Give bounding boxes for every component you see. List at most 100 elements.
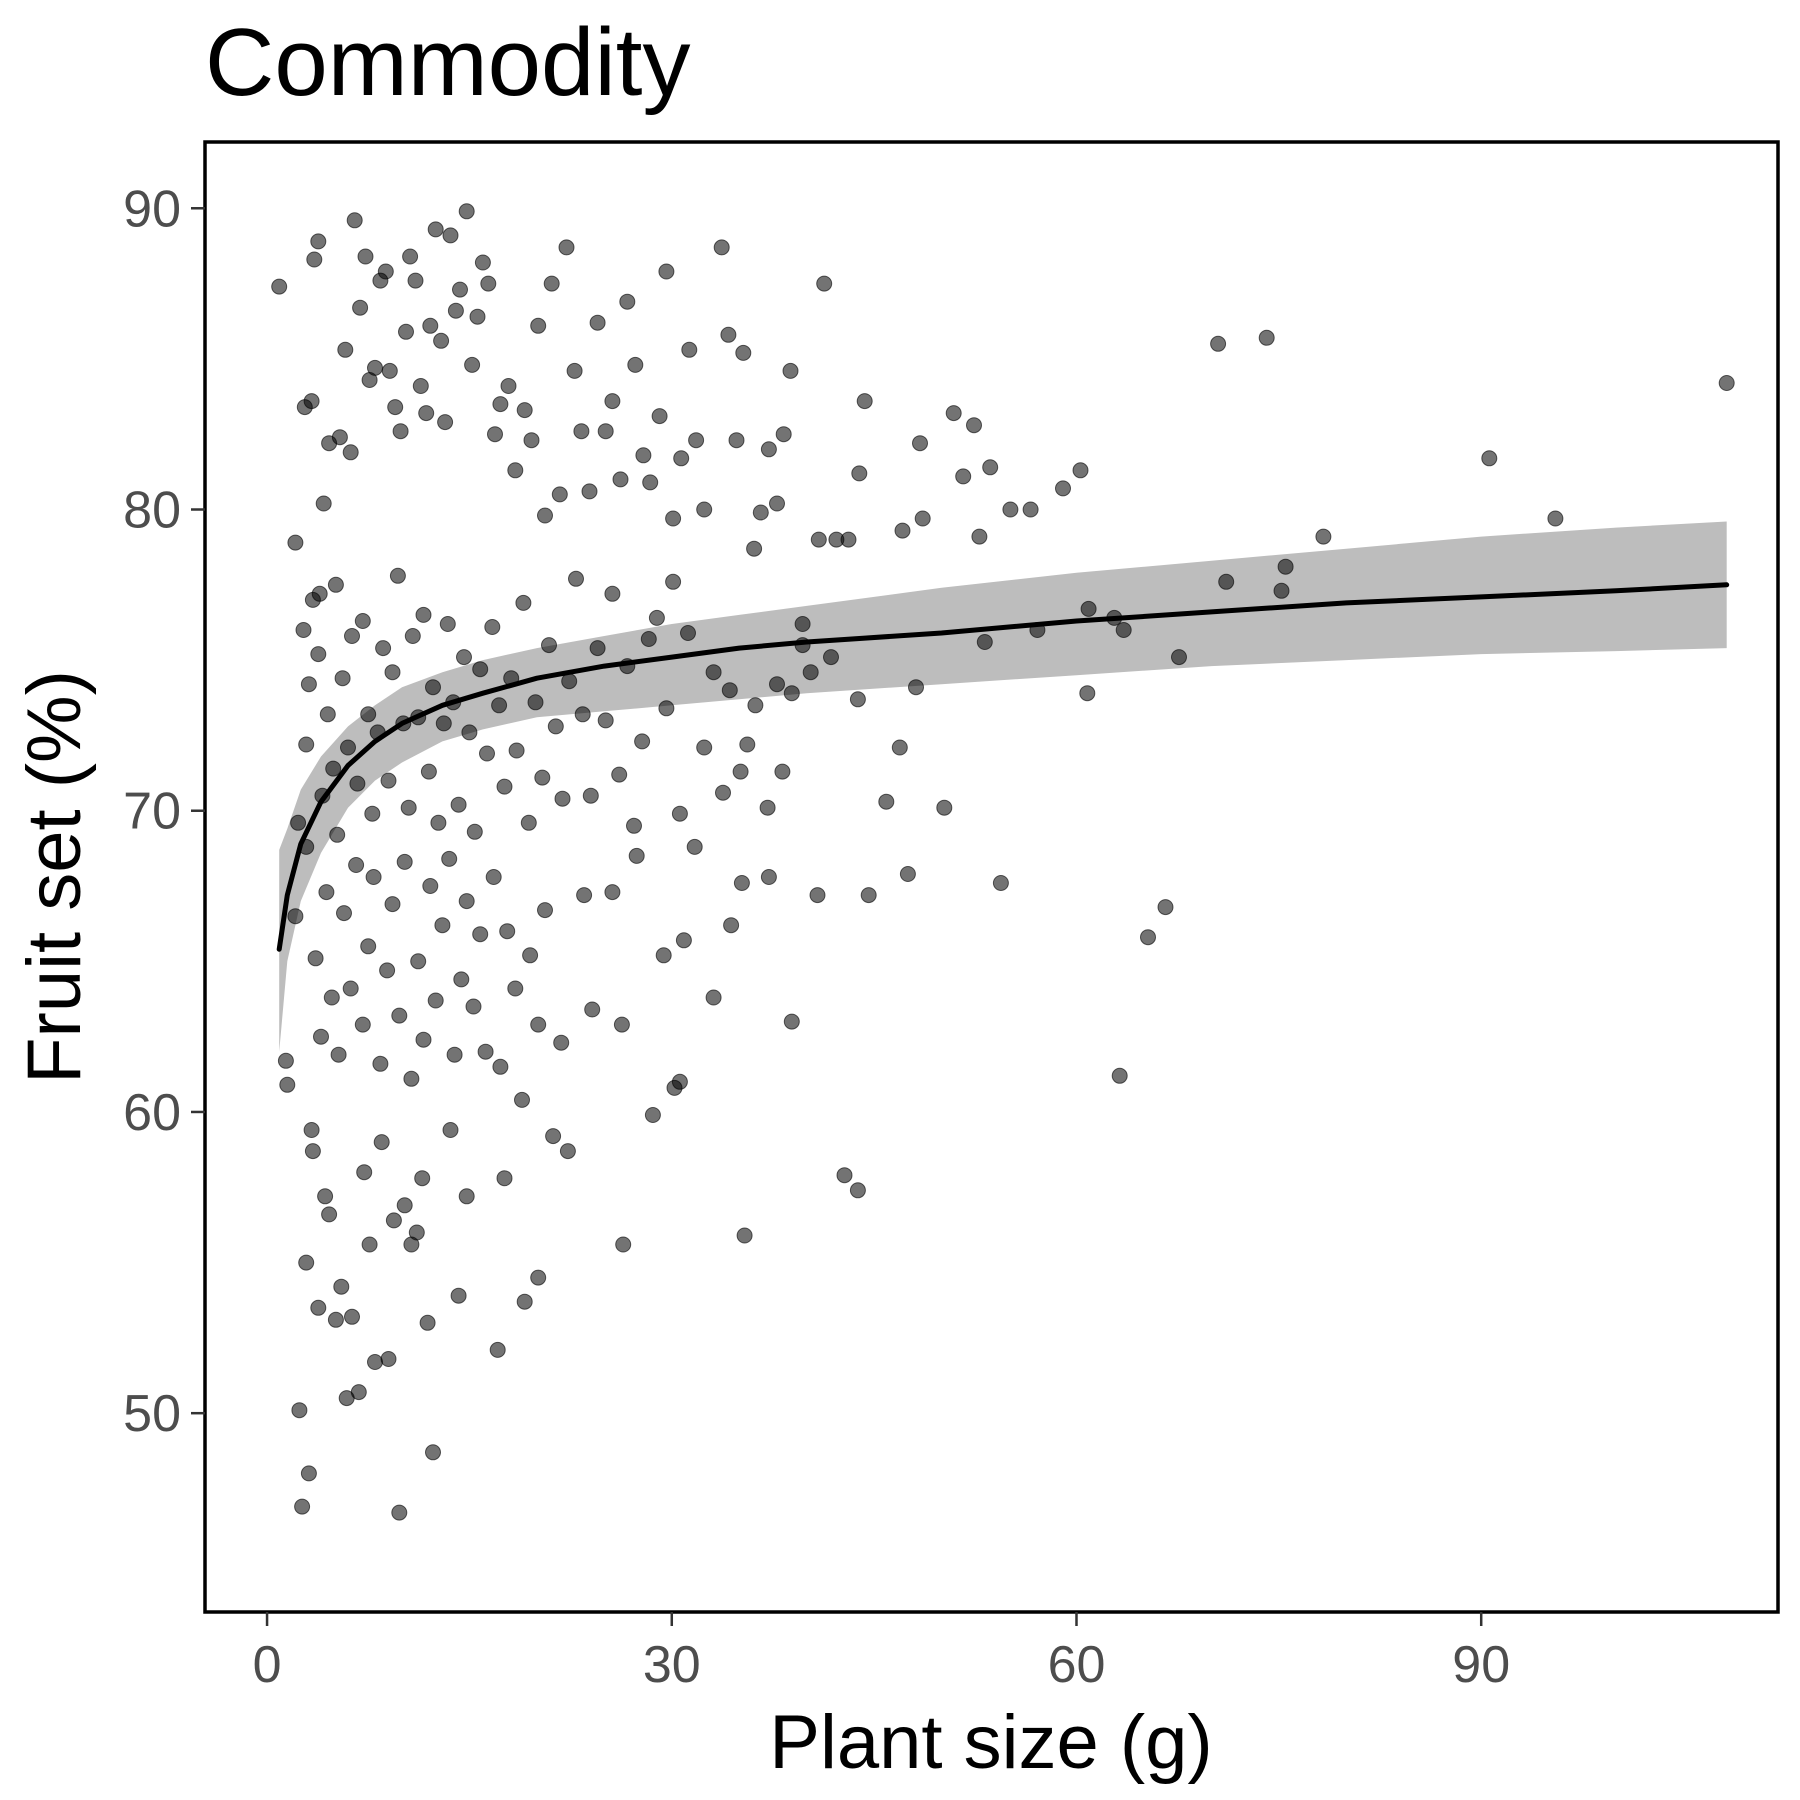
data-point: [418, 405, 435, 422]
data-point: [746, 540, 763, 557]
data-point: [466, 823, 483, 840]
chart-title: Commodity: [205, 9, 690, 116]
data-point: [336, 905, 352, 922]
data-point: [774, 763, 791, 780]
data-point: [489, 1341, 506, 1358]
data-point: [553, 1034, 570, 1051]
data-point: [420, 763, 437, 780]
data-point: [380, 772, 397, 789]
data-point: [658, 700, 675, 717]
data-point: [287, 908, 304, 925]
data-point: [477, 1043, 494, 1060]
data-point: [356, 1164, 373, 1181]
data-point: [330, 1046, 347, 1063]
data-point: [516, 1293, 533, 1310]
data-point: [836, 1167, 853, 1184]
data-point: [534, 769, 551, 786]
data-point: [392, 423, 409, 440]
data-point: [472, 926, 489, 943]
data-point: [508, 742, 525, 759]
data-point: [680, 625, 696, 641]
data-point: [321, 1206, 338, 1223]
data-point: [425, 679, 441, 696]
data-points-layer: [271, 203, 1735, 1521]
data-point: [597, 712, 614, 729]
data-point: [849, 1182, 866, 1199]
data-point: [415, 606, 432, 623]
data-point: [856, 393, 873, 410]
data-point: [589, 314, 606, 331]
x-tick-label: 90: [1452, 1636, 1510, 1694]
data-point: [375, 640, 392, 657]
data-point: [551, 486, 568, 503]
data-point: [340, 739, 356, 756]
data-point: [304, 591, 321, 608]
data-point: [809, 887, 826, 904]
data-point: [728, 432, 745, 449]
data-point: [310, 1299, 327, 1316]
data-point: [589, 640, 606, 657]
data-point: [348, 857, 365, 873]
y-tick-label: 70: [123, 783, 181, 841]
data-point: [713, 239, 730, 256]
data-point: [500, 378, 517, 394]
data-point: [611, 766, 628, 783]
y-tick-label: 90: [123, 180, 181, 238]
x-tick-label: 60: [1048, 1636, 1106, 1694]
confidence-band-layer: [279, 521, 1727, 1052]
data-point: [480, 275, 497, 292]
x-tick-label: 30: [643, 1636, 701, 1694]
data-point: [442, 1122, 459, 1138]
data-point: [298, 736, 315, 753]
data-point: [415, 1031, 432, 1048]
data-point: [354, 613, 371, 629]
data-point: [541, 637, 557, 654]
data-point: [458, 203, 475, 220]
data-point: [492, 1058, 509, 1075]
y-tick-label: 60: [123, 1084, 181, 1142]
data-point: [908, 679, 924, 696]
data-point: [304, 1143, 321, 1160]
data-point: [447, 302, 464, 319]
data-point: [581, 483, 598, 500]
data-point: [860, 887, 877, 904]
data-point: [472, 661, 489, 678]
data-point: [537, 507, 553, 524]
data-point: [554, 790, 571, 807]
data-point: [317, 1188, 334, 1205]
data-point: [914, 510, 931, 527]
data-point: [354, 1016, 371, 1033]
data-point: [573, 423, 590, 440]
data-point: [527, 694, 544, 711]
data-point: [367, 1354, 383, 1370]
data-point: [849, 691, 866, 708]
data-point: [357, 248, 374, 265]
data-point: [732, 763, 749, 780]
data-point: [303, 393, 320, 410]
data-point: [705, 664, 722, 681]
data-point: [298, 1254, 315, 1271]
data-point: [912, 435, 928, 452]
data-point: [1140, 929, 1156, 946]
data-point: [628, 847, 645, 864]
data-point: [379, 962, 396, 979]
y-tick-label: 50: [123, 1385, 181, 1443]
data-point: [1157, 899, 1174, 916]
data-point: [584, 1001, 601, 1018]
data-point: [982, 459, 999, 476]
data-point: [427, 992, 444, 1009]
data-point: [723, 917, 740, 934]
data-point: [396, 853, 413, 870]
data-point: [752, 504, 769, 521]
data-point: [360, 706, 377, 723]
data-point: [300, 676, 317, 693]
data-point: [523, 432, 540, 449]
data-point: [1072, 462, 1089, 479]
data-point: [333, 1278, 350, 1295]
data-point: [342, 444, 359, 461]
data-point: [634, 733, 651, 750]
data-point: [604, 585, 621, 602]
data-point: [530, 317, 547, 334]
data-point: [733, 875, 750, 891]
data-point: [294, 1498, 311, 1515]
